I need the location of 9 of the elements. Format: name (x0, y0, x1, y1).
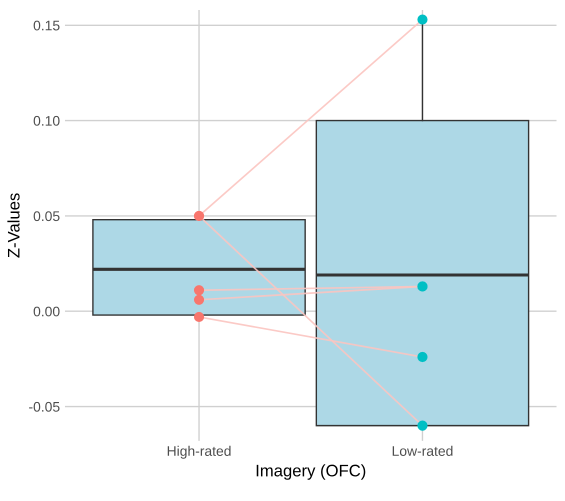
y-tick-label: 0.10 (34, 116, 60, 126)
y-tick-label: -0.05 (29, 402, 60, 412)
x-tick-label: Low-rated (392, 446, 452, 456)
x-tick-label: High-rated (168, 446, 231, 459)
y-tick-label: 0.00 (34, 306, 60, 316)
x-axis-title: Imagery (OFC) (256, 464, 366, 480)
y-tick-label: 0.15 (34, 20, 60, 30)
y-tick-label: 0.05 (34, 211, 60, 222)
y-axis-title: Z-Values (7, 193, 20, 258)
